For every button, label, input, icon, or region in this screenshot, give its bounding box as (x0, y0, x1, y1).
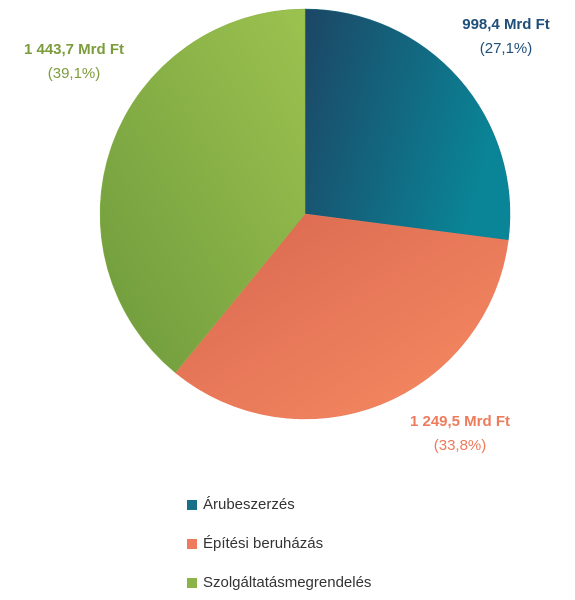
legend-swatch (187, 539, 197, 549)
value-label: 998,4 Mrd Ft (462, 16, 550, 33)
pie-slice (304, 8, 511, 241)
pie-slice (99, 8, 306, 374)
percent-label: (39,1%) (48, 65, 101, 82)
percent-label: (27,1%) (480, 40, 533, 57)
percent-label: (33,8%) (434, 437, 487, 454)
legend-swatch (187, 578, 197, 588)
legend-swatch (187, 500, 197, 510)
legend-label: Szolgáltatásmegrendelés (203, 574, 371, 591)
value-label: 1 249,5 Mrd Ft (410, 413, 510, 430)
legend-label: Építési beruházás (203, 535, 323, 552)
value-label: 1 443,7 Mrd Ft (24, 41, 124, 58)
pie-slice (175, 213, 509, 420)
legend-label: Árubeszerzés (203, 496, 295, 513)
